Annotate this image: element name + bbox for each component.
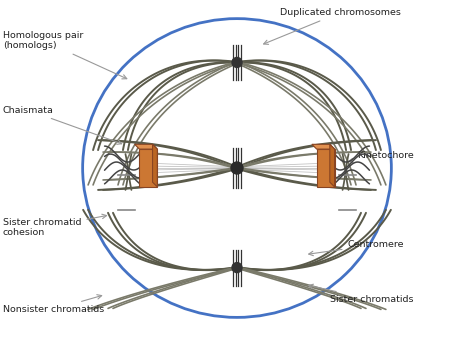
Polygon shape: [153, 144, 157, 187]
Polygon shape: [135, 144, 157, 149]
Text: Chaismata: Chaismata: [3, 106, 122, 144]
Text: Duplicated chromosomes: Duplicated chromosomes: [264, 8, 401, 44]
Text: Homologous pair
(homologs): Homologous pair (homologs): [3, 31, 127, 79]
Text: Sister chromatid
cohesion: Sister chromatid cohesion: [3, 214, 107, 237]
Circle shape: [232, 58, 242, 67]
Polygon shape: [139, 149, 157, 187]
Text: Centromere: Centromere: [309, 240, 404, 256]
Polygon shape: [317, 149, 335, 187]
Circle shape: [232, 263, 242, 273]
Text: Sister chromatids: Sister chromatids: [309, 284, 413, 304]
Text: Nonsister chromatids: Nonsister chromatids: [3, 295, 104, 314]
Circle shape: [231, 162, 243, 174]
Polygon shape: [312, 144, 335, 149]
Text: Kinetochore: Kinetochore: [348, 151, 414, 163]
Polygon shape: [330, 144, 335, 187]
